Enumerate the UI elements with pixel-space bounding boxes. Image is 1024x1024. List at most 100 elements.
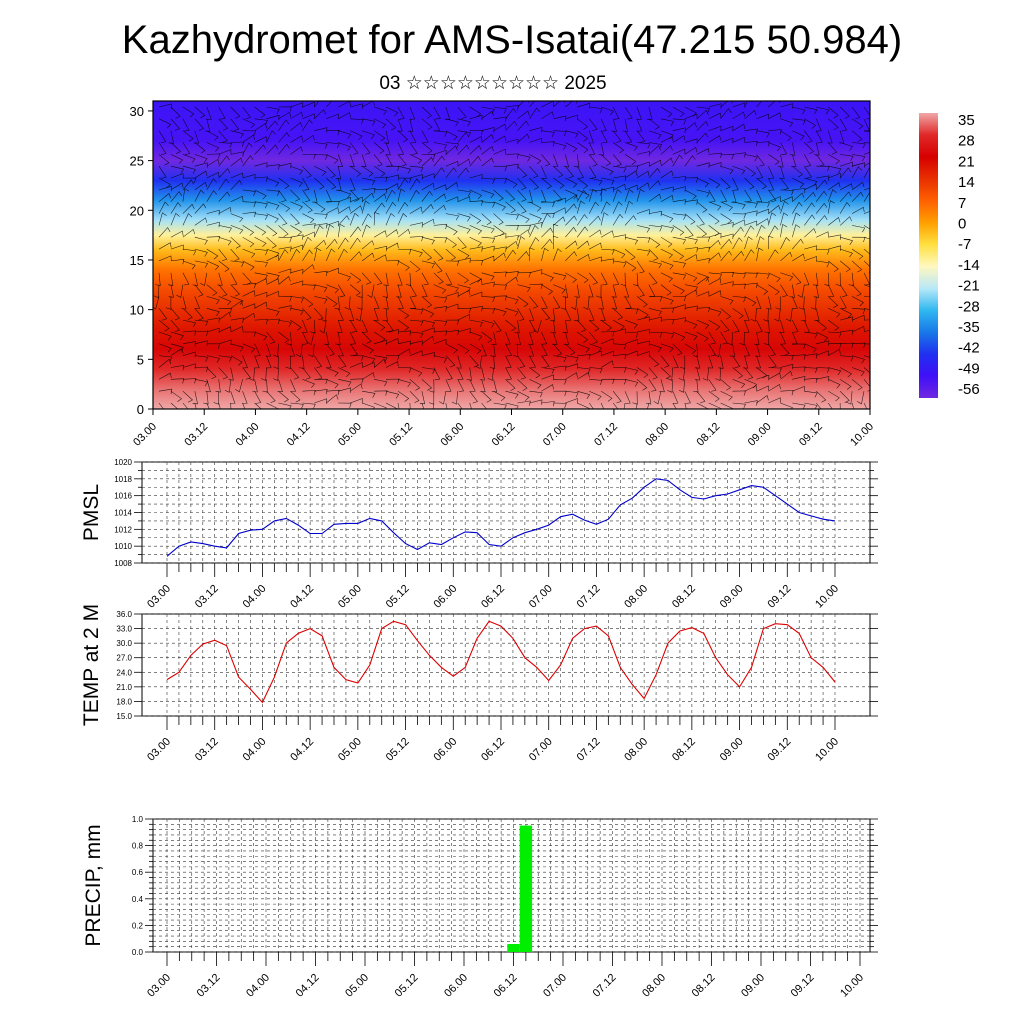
wind-barb xyxy=(612,402,619,409)
wind-barb xyxy=(541,374,554,380)
wind-barb xyxy=(374,176,388,182)
wind-barb xyxy=(846,391,853,405)
wind-barb xyxy=(182,319,197,328)
wind-barb xyxy=(337,343,344,357)
y-tick-label: 0 xyxy=(137,402,144,417)
wind-barb xyxy=(326,177,337,190)
wind-barb xyxy=(312,189,318,203)
wind-barb xyxy=(433,204,446,214)
y-tick-label: 30.0 xyxy=(116,639,132,648)
wind-barb xyxy=(541,201,555,208)
wind-barb xyxy=(158,177,171,189)
wind-barb xyxy=(708,331,717,345)
wind-barb xyxy=(852,342,866,348)
wind-barb xyxy=(326,220,339,227)
wind-barb xyxy=(373,254,387,262)
wind-barb xyxy=(636,402,638,409)
wind-barb xyxy=(505,225,519,231)
wind-barb xyxy=(320,308,327,322)
wind-barb xyxy=(636,182,650,191)
wind-barb xyxy=(768,397,781,404)
wind-barb xyxy=(206,158,220,167)
wind-barb xyxy=(421,218,435,226)
wind-barb xyxy=(804,177,818,186)
wind-barb xyxy=(732,355,741,368)
wind-barb xyxy=(278,132,290,143)
wind-barb xyxy=(338,402,352,408)
wind-barb xyxy=(565,343,576,356)
wind-barb xyxy=(433,339,447,345)
wind-barb xyxy=(206,402,210,409)
y-tick-label: 1014 xyxy=(114,509,132,518)
wind-barb xyxy=(397,177,412,183)
wind-barb xyxy=(278,213,288,226)
wind-barb xyxy=(349,189,360,202)
wind-barb xyxy=(242,118,255,129)
wind-barb xyxy=(182,390,193,403)
wind-barb xyxy=(732,226,744,238)
wind-barb xyxy=(469,291,483,298)
wind-barb xyxy=(457,130,472,138)
wind-barb xyxy=(228,367,234,381)
wind-barb xyxy=(601,186,615,193)
wind-barb xyxy=(792,224,801,238)
wind-barb xyxy=(541,331,548,345)
wind-barb xyxy=(385,402,399,409)
wind-barb xyxy=(338,272,351,282)
wind-barb xyxy=(278,225,289,237)
wind-barb xyxy=(851,181,865,191)
wind-barb xyxy=(660,145,673,155)
wind-barb xyxy=(335,331,341,346)
wind-barb xyxy=(648,236,661,248)
wind-barb xyxy=(744,236,753,250)
wind-barb xyxy=(421,130,429,144)
wind-barb xyxy=(397,142,405,156)
y-tick-label: 25 xyxy=(130,154,144,169)
x-tick-label: 05.00 xyxy=(336,736,364,764)
wind-barb xyxy=(218,284,228,297)
wind-barb xyxy=(308,343,315,358)
wind-barb xyxy=(314,270,328,277)
wind-barb xyxy=(541,384,554,392)
wind-barb xyxy=(601,177,615,185)
wind-barb xyxy=(732,272,746,279)
wind-barb xyxy=(517,133,530,143)
wind-barb xyxy=(804,183,817,191)
wind-barb xyxy=(278,268,292,274)
wind-barb xyxy=(383,272,389,286)
wind-barb xyxy=(596,284,602,298)
wind-barb xyxy=(517,296,529,308)
wind-barb xyxy=(577,253,590,262)
wind-barb xyxy=(409,142,418,155)
wind-barb xyxy=(254,144,267,155)
wind-barb xyxy=(828,343,842,349)
wind-barb xyxy=(433,223,448,230)
wind-barb xyxy=(505,308,519,317)
wind-barb xyxy=(194,217,208,226)
wind-barb xyxy=(302,379,315,388)
wind-barb xyxy=(684,113,698,120)
x-tick-label: 09.00 xyxy=(746,421,774,449)
wind-barb xyxy=(541,154,551,167)
wind-barb xyxy=(374,379,388,387)
wind-barb xyxy=(457,225,471,234)
wind-barb xyxy=(583,296,590,310)
wind-barb xyxy=(840,154,854,161)
wind-barb xyxy=(194,366,209,372)
wind-barb xyxy=(648,142,663,150)
wind-barb xyxy=(672,402,677,409)
wind-barb xyxy=(541,308,551,321)
wind-barb xyxy=(720,213,732,224)
wind-barb xyxy=(660,284,672,296)
wind-barb xyxy=(314,378,328,384)
wind-barb xyxy=(708,390,720,402)
wind-barb xyxy=(766,296,772,310)
wind-barb xyxy=(576,226,589,238)
wind-barb xyxy=(684,189,697,200)
wind-barb xyxy=(517,229,530,238)
wind-barb xyxy=(326,367,339,377)
wind-barb xyxy=(373,358,387,368)
wind-barb xyxy=(218,206,232,214)
wind-barb xyxy=(744,272,758,279)
